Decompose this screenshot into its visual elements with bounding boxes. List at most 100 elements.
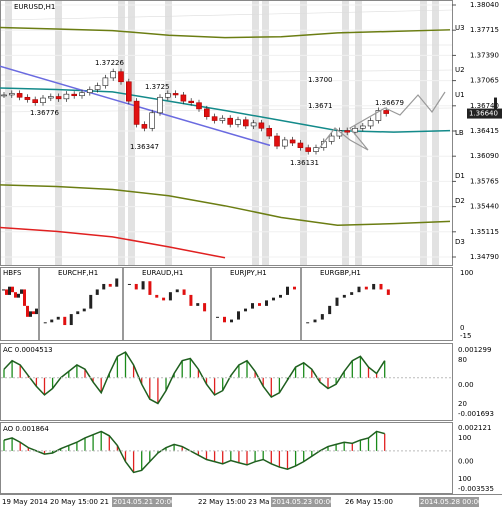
level-label: U1 [455, 91, 465, 99]
mini-candle [20, 289, 23, 294]
mini-candle [5, 289, 8, 295]
symbol-label: EURJPY,H1 [230, 269, 267, 277]
level-label: U3 [455, 24, 465, 32]
price-label: 1.38040 [470, 1, 499, 9]
mini-candle [203, 303, 207, 312]
mini-candle [95, 289, 99, 295]
mini-candle [189, 294, 193, 306]
candle-body [32, 99, 39, 103]
level-label: D2 [455, 197, 465, 205]
candle-body [87, 89, 93, 93]
candle-body [141, 124, 148, 129]
ao-axis-label: 100 [458, 434, 471, 442]
level-label: U2 [455, 66, 465, 74]
candle-body [24, 96, 31, 100]
level-label: D3 [455, 238, 465, 246]
candle-body [305, 147, 312, 152]
current-price-box [467, 108, 502, 119]
main-title: EURUSD,H1 [14, 3, 55, 11]
candle-body [235, 119, 241, 125]
mini-candle [279, 294, 282, 298]
mini-candle [23, 289, 26, 306]
session-stripe [118, 1, 125, 265]
price-label: 1.37390 [470, 51, 499, 59]
mini-candle [2, 289, 5, 291]
candle-body [133, 100, 140, 125]
candle-body [188, 100, 194, 103]
mini-candle [115, 278, 119, 287]
mini-candle [43, 322, 47, 324]
candle-body [297, 142, 304, 148]
candle-body [289, 139, 296, 144]
session-stripe [252, 1, 259, 265]
mini-candle [69, 314, 73, 326]
hbfs-axis-label: -15 [460, 332, 471, 340]
mini-candle [320, 314, 324, 320]
price-annotation: 1.36776 [30, 109, 59, 117]
hbfs-title: HBFS [3, 269, 22, 277]
candle-body [55, 96, 62, 100]
session-stripe [262, 1, 269, 265]
price-annotation: 1.3671 [308, 102, 333, 110]
mini-candle [148, 281, 152, 295]
time-label: 2014.05.21 20:00 [113, 498, 175, 506]
envelope-line [0, 184, 451, 226]
price-label: 1.34790 [470, 253, 499, 261]
mini-candle [14, 292, 17, 298]
session-stripe [128, 1, 135, 265]
level-label: LB [455, 129, 464, 137]
hbfs-axis-label: 100 [460, 269, 473, 277]
ao-axis-label: -0.003535 [458, 485, 494, 493]
mini-candle [223, 316, 226, 323]
price-label: 1.36415 [470, 127, 499, 135]
candle-body [149, 112, 155, 129]
mini-candle [29, 311, 32, 317]
price-label: 1.35440 [470, 203, 499, 211]
candle-body [40, 97, 46, 103]
symbol-label: EURAUD,H1 [142, 269, 183, 277]
price-annotation: 1.36347 [130, 143, 159, 151]
mini-candle [175, 289, 179, 293]
session-stripe [5, 1, 12, 265]
price-annotation: 1.37226 [95, 59, 124, 67]
price-annotation: 1.3725 [145, 83, 170, 91]
ao-axis-label: 100 [458, 475, 471, 483]
candle-body [258, 122, 265, 129]
mini-candle [141, 281, 145, 290]
envelope-line [0, 26, 451, 39]
candle-body [47, 96, 54, 99]
mini-candle [82, 308, 86, 312]
candle-body [219, 117, 226, 121]
ao-title: AO 0.001864 [3, 425, 49, 433]
session-stripe [432, 1, 439, 265]
time-label: 2014.05.23 00:00 [272, 498, 334, 506]
price-label: 1.36090 [470, 152, 499, 160]
panel-backgrounds [0, 1, 453, 265]
ac-line [3, 351, 386, 405]
price-annotation: 1.36131 [290, 159, 319, 167]
mini-candle [328, 305, 332, 315]
candle-body [157, 96, 163, 114]
time-label: 21 [100, 498, 109, 506]
mini-candle [272, 297, 275, 301]
ac-axis-label: 20 [458, 400, 467, 408]
mini-candle [350, 292, 354, 295]
mini-candle [56, 316, 60, 320]
mini-candle [342, 294, 346, 298]
mini-candle [306, 322, 310, 324]
mini-candle [379, 283, 383, 290]
session-stripe [420, 1, 427, 265]
price-annotation: 1.3700 [308, 76, 333, 84]
current-price: 1.36640 [469, 110, 498, 118]
session-stripe [55, 1, 62, 265]
time-label: 2014.05.28 00:00 [420, 498, 482, 506]
mini-candle [76, 311, 80, 315]
candle-body [196, 102, 202, 110]
mini-candle [182, 289, 186, 295]
candle-body [71, 93, 77, 97]
level-label: D1 [455, 172, 465, 180]
session-stripe [300, 1, 307, 265]
mini-candle [335, 297, 339, 306]
ao-axis-label: 0.002121 [458, 424, 491, 432]
mini-candle [230, 319, 233, 323]
